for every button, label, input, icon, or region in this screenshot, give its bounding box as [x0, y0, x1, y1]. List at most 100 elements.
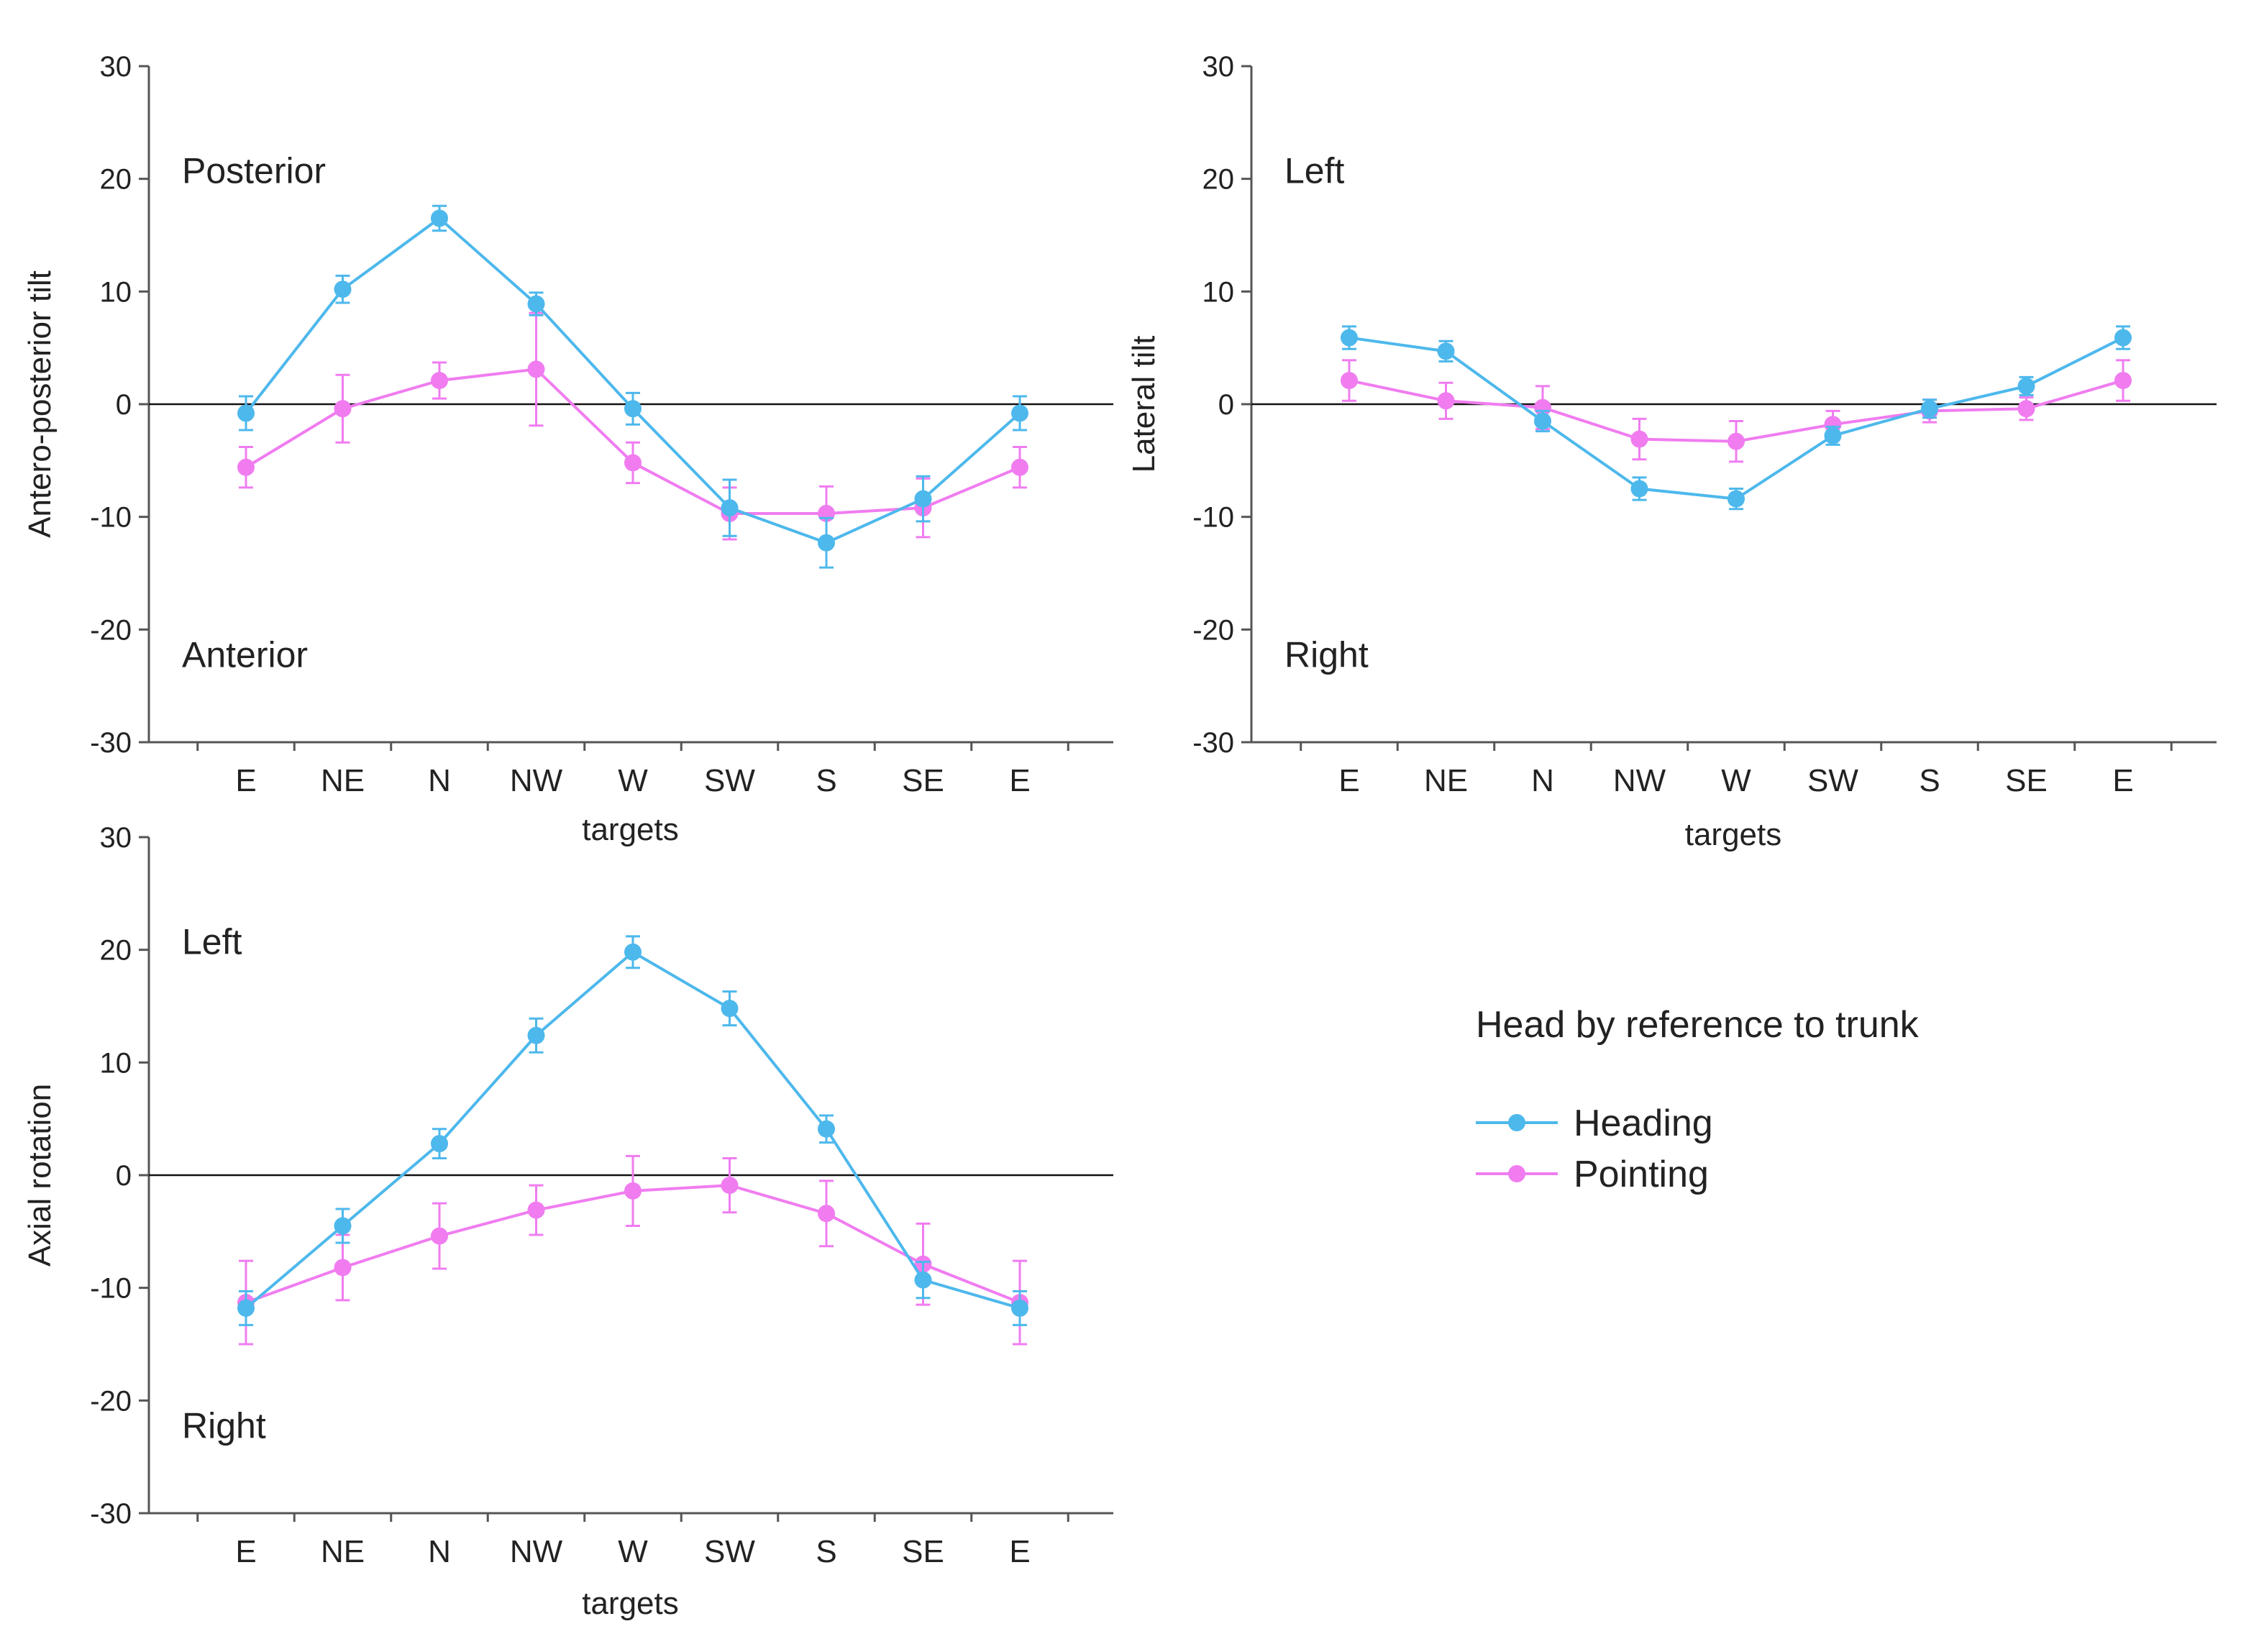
y-tick-label: 30 [100, 51, 132, 83]
data-point-heading-s [818, 1120, 835, 1138]
data-point-heading-s [818, 534, 835, 552]
series-line-heading [1348, 336, 2124, 501]
data-point-heading-nw [527, 1026, 545, 1044]
x-tick-label-s: S [816, 1534, 836, 1569]
series-line-pointing [245, 368, 1021, 515]
legend-title: Head by reference to trunk [1476, 1004, 1920, 1046]
data-point-pointing-ne [1437, 392, 1455, 410]
data-point-pointing-e [2114, 372, 2132, 390]
data-point-heading-sw [1824, 426, 1842, 444]
data-point-pointing-nw [527, 1201, 545, 1219]
data-point-heading-n [431, 209, 448, 227]
x-tick-label-se: SE [902, 1534, 944, 1569]
series-heading [237, 935, 1028, 1326]
y-tick-label: 10 [1202, 276, 1235, 308]
x-axis-title: targets [1685, 817, 1782, 852]
x-axis-title: targets [582, 812, 679, 847]
x-tick-label-sw: SW [1807, 763, 1858, 798]
data-point-heading-n [1534, 412, 1551, 430]
legend-heading-label: Heading [1574, 1103, 1713, 1144]
x-tick-label-s: S [816, 763, 836, 798]
region-label-top: Left [182, 922, 242, 962]
x-tick-label-s: S [1919, 763, 1940, 798]
legend: Head by reference to trunk Heading Point… [1476, 1004, 1920, 1195]
x-tick-label-n: N [1531, 763, 1554, 798]
data-point-heading-ne [334, 280, 352, 298]
data-point-heading-sw [721, 499, 739, 517]
x-tick-label-se: SE [2005, 763, 2048, 798]
y-axis-title: Antero-posterior tilt [22, 270, 58, 538]
data-point-pointing-n [431, 372, 448, 390]
data-point-pointing-e [237, 458, 255, 476]
x-tick-label-e: E [235, 763, 256, 798]
data-point-pointing-w [624, 1182, 642, 1200]
region-label-bottom: Right [182, 1405, 266, 1446]
x-tick-label-e: E [1009, 763, 1030, 798]
data-point-pointing-nw [1630, 430, 1648, 448]
data-point-heading-ne [1437, 342, 1455, 360]
legend-pointing-marker [1508, 1165, 1525, 1182]
data-point-heading-nw [1630, 480, 1648, 498]
data-point-pointing-s [818, 1205, 835, 1223]
data-point-heading-e [2114, 329, 2132, 347]
region-label-bottom: Anterior [182, 634, 308, 675]
data-point-pointing-e [1011, 458, 1028, 476]
data-point-pointing-nw [527, 360, 545, 378]
y-tick-label: -30 [1192, 727, 1234, 759]
y-tick-label: -20 [90, 614, 132, 646]
data-point-heading-se [914, 490, 932, 508]
y-tick-label: -20 [90, 1385, 132, 1417]
data-point-heading-w [1727, 490, 1745, 508]
y-tick-label: 0 [1218, 389, 1234, 421]
x-tick-label-e: E [235, 1534, 256, 1569]
x-tick-label-w: W [618, 1534, 648, 1569]
data-point-pointing-se [2017, 400, 2035, 418]
data-point-heading-e [237, 1299, 255, 1317]
series-line-heading [245, 216, 1021, 544]
data-point-heading-w [624, 400, 642, 418]
y-tick-label: -20 [1192, 614, 1234, 646]
y-tick-label: 30 [100, 822, 132, 854]
data-point-heading-s [1921, 400, 1938, 418]
data-point-heading-nw [527, 295, 545, 313]
x-tick-label-se: SE [902, 763, 944, 798]
y-tick-label: -30 [90, 727, 132, 759]
x-tick-label-e: E [2112, 763, 2133, 798]
x-tick-label-nw: NW [510, 1534, 563, 1569]
y-tick-label: 30 [1202, 51, 1235, 83]
x-tick-label-ne: NE [321, 763, 365, 798]
series-pointing [237, 1154, 1028, 1346]
y-tick-label: 10 [100, 276, 132, 308]
y-tick-label: 20 [100, 935, 132, 967]
y-tick-label: 0 [116, 389, 132, 421]
series-pointing [1341, 359, 2132, 463]
x-tick-label-sw: SW [704, 1534, 755, 1569]
region-label-top: Left [1284, 151, 1345, 191]
region-label-bottom: Right [1284, 634, 1369, 675]
data-point-pointing-ne [334, 400, 352, 418]
data-point-heading-e [1011, 1299, 1028, 1317]
y-tick-label: 20 [100, 164, 132, 196]
y-tick-label: -10 [1192, 502, 1234, 534]
x-tick-label-ne: NE [321, 1534, 365, 1569]
x-tick-label-nw: NW [510, 763, 563, 798]
legend-heading-marker [1508, 1114, 1525, 1131]
data-point-pointing-n [431, 1227, 448, 1245]
data-point-pointing-ne [334, 1259, 352, 1277]
x-tick-label-ne: NE [1424, 763, 1468, 798]
x-tick-label-e: E [1009, 1534, 1030, 1569]
data-point-heading-n [431, 1135, 448, 1153]
x-tick-label-n: N [428, 763, 451, 798]
legend-pointing-label: Pointing [1574, 1154, 1709, 1195]
y-axis-title: Axial rotation [22, 1084, 58, 1267]
x-tick-label-w: W [618, 763, 648, 798]
x-tick-label-nw: NW [1613, 763, 1666, 798]
data-point-pointing-e [1341, 372, 1358, 390]
y-tick-label: 0 [116, 1160, 132, 1192]
y-tick-label: -30 [90, 1498, 132, 1530]
data-point-heading-e [237, 404, 255, 422]
